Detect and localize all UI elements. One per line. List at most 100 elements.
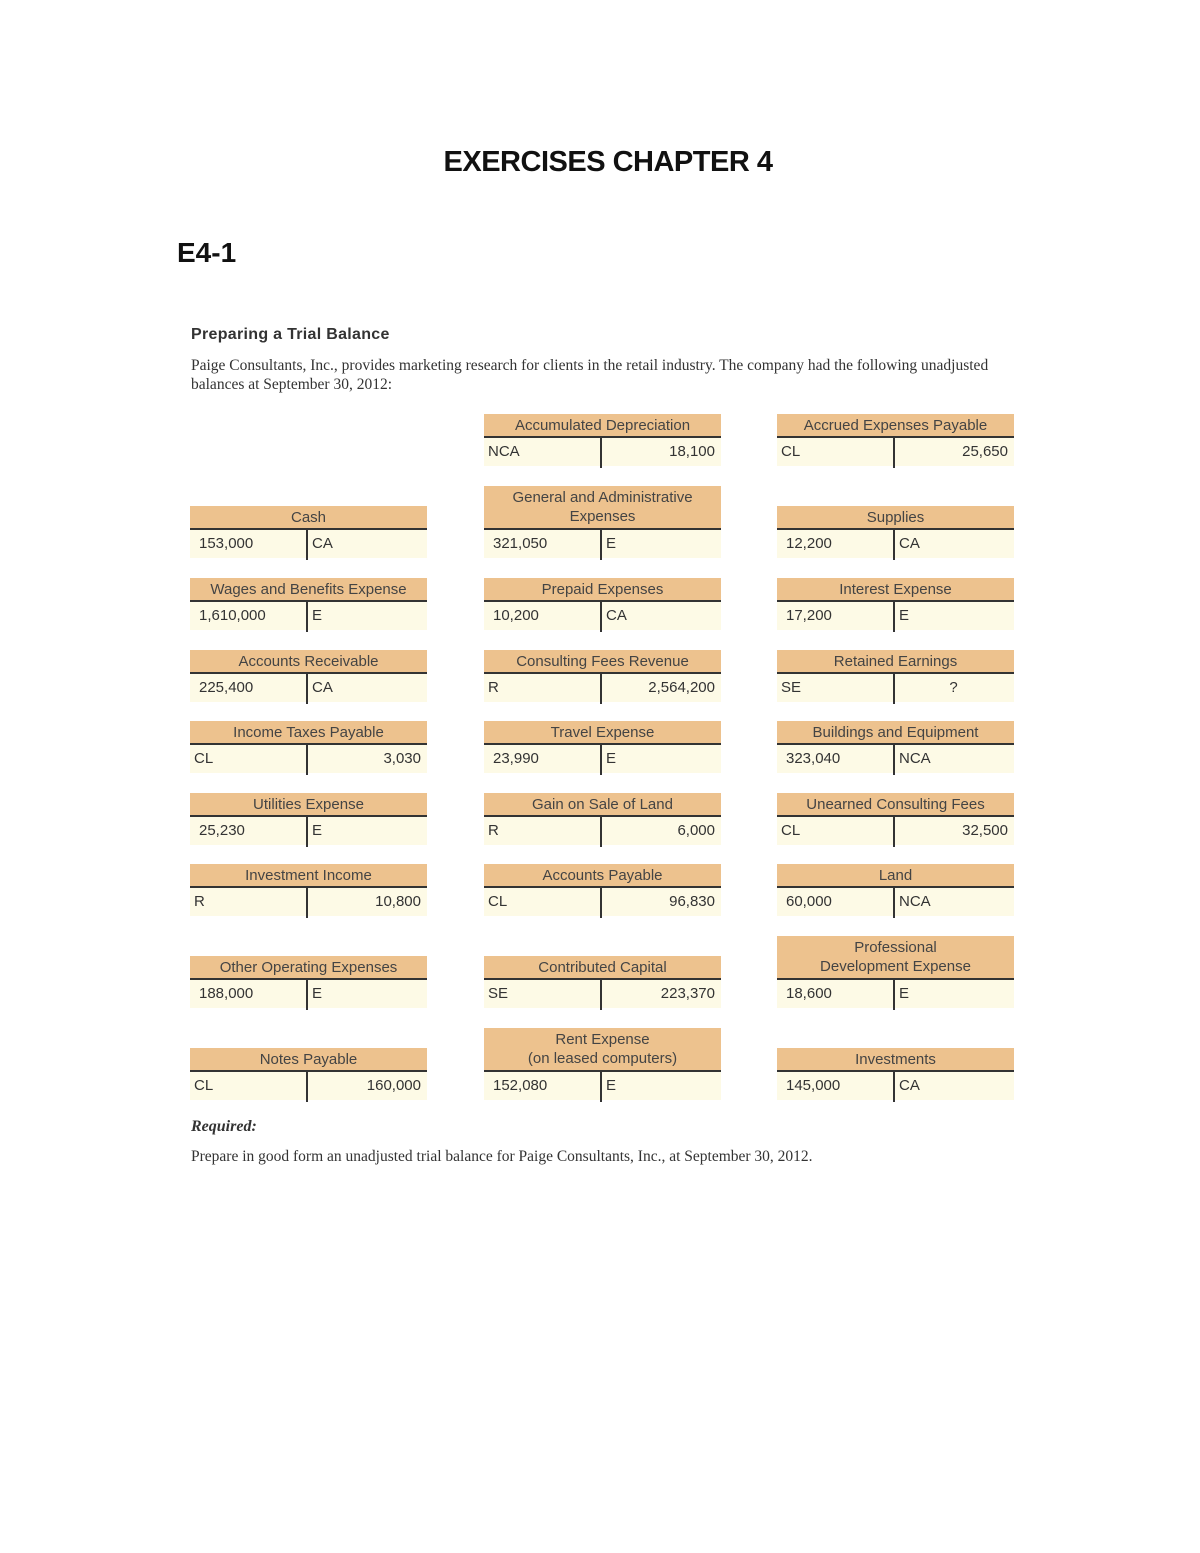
- debit-side: 321,050: [493, 535, 548, 552]
- credit-side: CA: [899, 535, 920, 552]
- credit-side: 10,800: [375, 893, 421, 910]
- required-text: Prepare in good form an unadjusted trial…: [191, 1148, 813, 1165]
- t-account: Accounts Payable CL 96,830: [484, 864, 721, 918]
- debit-side: SE: [781, 679, 802, 696]
- credit-side: 3,030: [383, 750, 421, 767]
- t-account-title: Gain on Sale of Land: [484, 793, 721, 817]
- t-account: Other Operating Expenses 188,000 E: [190, 956, 427, 1010]
- t-account-title: Unearned Consulting Fees: [777, 793, 1014, 817]
- credit-side: E: [899, 985, 910, 1002]
- credit-side: E: [899, 607, 910, 624]
- credit-side: CA: [312, 679, 333, 696]
- t-account: Land 60,000 NCA: [777, 864, 1014, 918]
- t-account-body: CL 160,000: [190, 1072, 427, 1102]
- t-account: Cash 153,000 CA: [190, 506, 427, 560]
- t-account-divider: [893, 888, 895, 918]
- debit-side: CL: [194, 1077, 214, 1094]
- debit-side: R: [488, 822, 499, 839]
- t-account: Unearned Consulting Fees CL 32,500: [777, 793, 1014, 847]
- t-account-body: R 6,000: [484, 817, 721, 847]
- t-account-body: CL 32,500: [777, 817, 1014, 847]
- credit-side: E: [312, 607, 323, 624]
- credit-side: 96,830: [669, 893, 715, 910]
- debit-side: 60,000: [786, 893, 832, 910]
- t-account-divider: [600, 1072, 602, 1102]
- t-account-body: 17,200 E: [777, 602, 1014, 632]
- t-account: Travel Expense 23,990 E: [484, 721, 721, 775]
- t-account-divider: [893, 1072, 895, 1102]
- t-account-body: NCA 18,100: [484, 438, 721, 468]
- t-account-divider: [600, 980, 602, 1010]
- t-account-title: Wages and Benefits Expense: [190, 578, 427, 602]
- credit-side: 223,370: [660, 985, 715, 1002]
- t-account: Rent Expense (on leased computers) 152,080…: [484, 1028, 721, 1102]
- t-account-body: 60,000 NCA: [777, 888, 1014, 918]
- t-account-body: 10,200 CA: [484, 602, 721, 632]
- debit-side: R: [488, 679, 499, 696]
- t-account-body: SE?: [777, 674, 1014, 704]
- debit-side: 18,600: [786, 985, 832, 1002]
- debit-side: 17,200: [786, 607, 832, 624]
- t-account-title: Accrued Expenses Payable: [777, 414, 1014, 438]
- t-account-title: Accumulated Depreciation: [484, 414, 721, 438]
- t-account-title: Other Operating Expenses: [190, 956, 427, 980]
- t-account-divider: [306, 980, 308, 1010]
- credit-side: CA: [606, 607, 627, 624]
- t-account-title: Income Taxes Payable: [190, 721, 427, 745]
- debit-side: CL: [488, 893, 508, 910]
- t-account-title: Utilities Expense: [190, 793, 427, 817]
- t-account-divider: [600, 745, 602, 775]
- t-account-title: Retained Earnings: [777, 650, 1014, 674]
- t-account-divider: [600, 438, 602, 468]
- t-account-body: R 2,564,200: [484, 674, 721, 704]
- t-account: Accounts Receivable 225,400 CA: [190, 650, 427, 704]
- credit-side: E: [606, 750, 617, 767]
- t-account-divider: [600, 674, 602, 704]
- t-account: Investment Income R 10,800: [190, 864, 427, 918]
- debit-side: 1,610,000: [199, 607, 266, 624]
- credit-side: CA: [899, 1077, 920, 1094]
- t-account-body: 12,200 CA: [777, 530, 1014, 560]
- debit-side: 145,000: [786, 1077, 841, 1094]
- t-account: Prepaid Expenses 10,200 CA: [484, 578, 721, 632]
- t-account: Interest Expense 17,200 E: [777, 578, 1014, 632]
- t-account-divider: [893, 674, 895, 704]
- credit-side: E: [312, 822, 323, 839]
- t-account-title: General and Administrative Expenses: [484, 486, 721, 530]
- t-account-title: Investments: [777, 1048, 1014, 1072]
- debit-side: 188,000: [199, 985, 254, 1002]
- intro-paragraph: Paige Consultants, Inc., provides market…: [191, 357, 989, 393]
- t-account-title: Interest Expense: [777, 578, 1014, 602]
- t-account-body: 153,000 CA: [190, 530, 427, 560]
- t-account-divider: [306, 888, 308, 918]
- t-account-title: Accounts Payable: [484, 864, 721, 888]
- debit-side: 10,200: [493, 607, 539, 624]
- t-account-body: R 10,800: [190, 888, 427, 918]
- t-account-title: Cash: [190, 506, 427, 530]
- t-account: Supplies 12,200 CA: [777, 506, 1014, 560]
- t-account: Retained Earnings SE?: [777, 650, 1014, 704]
- t-account: Professional Development Expense 18,600 E: [777, 936, 1014, 1010]
- t-account-body: CL 25,650: [777, 438, 1014, 468]
- t-account-body: 145,000 CA: [777, 1072, 1014, 1102]
- t-account-body: 25,230 E: [190, 817, 427, 847]
- t-account-body: 1,610,000 E: [190, 602, 427, 632]
- exercise-id: E4-1: [177, 237, 237, 268]
- t-account-body: 18,600 E: [777, 980, 1014, 1010]
- debit-side: 23,990: [493, 750, 539, 767]
- debit-side: 25,230: [199, 822, 245, 839]
- t-account: Utilities Expense 25,230 E: [190, 793, 427, 847]
- debit-side: 225,400: [199, 679, 254, 696]
- t-account-title: Accounts Receivable: [190, 650, 427, 674]
- t-account-body: CL 3,030: [190, 745, 427, 775]
- debit-side: 12,200: [786, 535, 832, 552]
- credit-side: NCA: [899, 893, 931, 910]
- t-account-title: Notes Payable: [190, 1048, 427, 1072]
- t-account-body: 152,080 E: [484, 1072, 721, 1102]
- t-account: Investments 145,000 CA: [777, 1048, 1014, 1102]
- t-account-divider: [600, 817, 602, 847]
- t-account: Notes Payable CL 160,000: [190, 1048, 427, 1102]
- t-account-body: SE 223,370: [484, 980, 721, 1010]
- required-label: Required:: [191, 1118, 257, 1135]
- t-account-divider: [893, 602, 895, 632]
